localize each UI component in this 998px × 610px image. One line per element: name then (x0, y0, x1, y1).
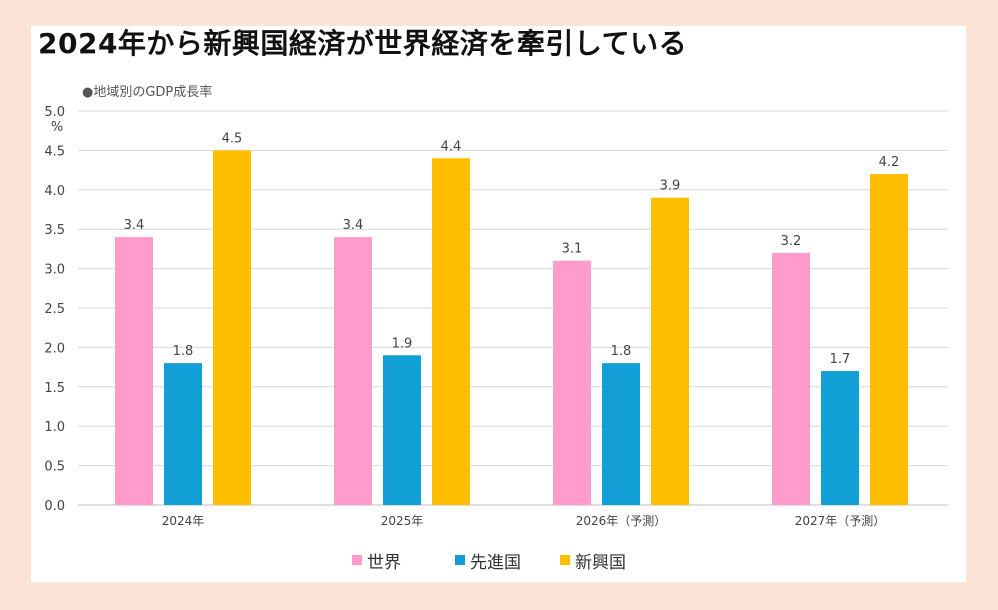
y-tick-label: 5.0 (44, 105, 65, 120)
bar (164, 363, 202, 505)
bar (432, 158, 470, 505)
y-axis-unit: % (51, 120, 63, 135)
legend-label: 新興国 (575, 553, 626, 573)
chart-title: 2024年から新興国経済が世界経済を牽引している (38, 27, 688, 60)
y-tick-label: 1.0 (44, 420, 65, 435)
x-tick-label: 2024年 (162, 514, 205, 528)
data-label: 3.1 (562, 242, 583, 257)
bar (870, 174, 908, 506)
legend-label: 世界 (367, 553, 401, 573)
y-tick-label: 2.5 (44, 302, 65, 317)
bar (213, 150, 251, 505)
x-tick-label: 2027年（予測） (795, 514, 886, 528)
bar (383, 355, 421, 505)
y-tick-label: 0.5 (44, 460, 65, 475)
chart-subtitle: ●地域別のGDP成長率 (82, 84, 212, 100)
bar (772, 252, 810, 505)
bar (821, 371, 859, 505)
bar (602, 363, 640, 505)
y-tick-label: 3.5 (44, 223, 65, 238)
data-label: 4.4 (441, 139, 462, 154)
bar (651, 197, 689, 505)
data-label: 3.9 (660, 179, 681, 194)
x-tick-label: 2025年 (381, 514, 424, 528)
bar (334, 237, 372, 505)
data-label: 1.8 (173, 344, 194, 359)
y-tick-label: 3.0 (44, 263, 65, 278)
data-label: 3.4 (124, 218, 145, 233)
y-tick-label: 0.0 (44, 499, 65, 514)
bar (115, 237, 153, 505)
y-tick-label: 4.0 (44, 184, 65, 199)
legend-label: 先進国 (470, 553, 521, 573)
data-label: 3.4 (343, 218, 364, 233)
y-tick-label: 4.5 (44, 144, 65, 159)
data-label: 3.2 (781, 234, 802, 249)
legend-swatch (560, 555, 570, 565)
y-tick-label: 1.5 (44, 381, 65, 396)
data-label: 1.7 (830, 352, 851, 367)
x-tick-label: 2026年（予測） (576, 514, 667, 528)
data-label: 4.5 (222, 131, 243, 146)
bar (553, 260, 591, 505)
y-tick-label: 2.0 (44, 341, 65, 356)
data-label: 4.2 (879, 155, 900, 170)
legend-swatch (352, 555, 362, 565)
legend-swatch (455, 555, 465, 565)
data-label: 1.9 (392, 336, 413, 351)
data-label: 1.8 (611, 344, 632, 359)
